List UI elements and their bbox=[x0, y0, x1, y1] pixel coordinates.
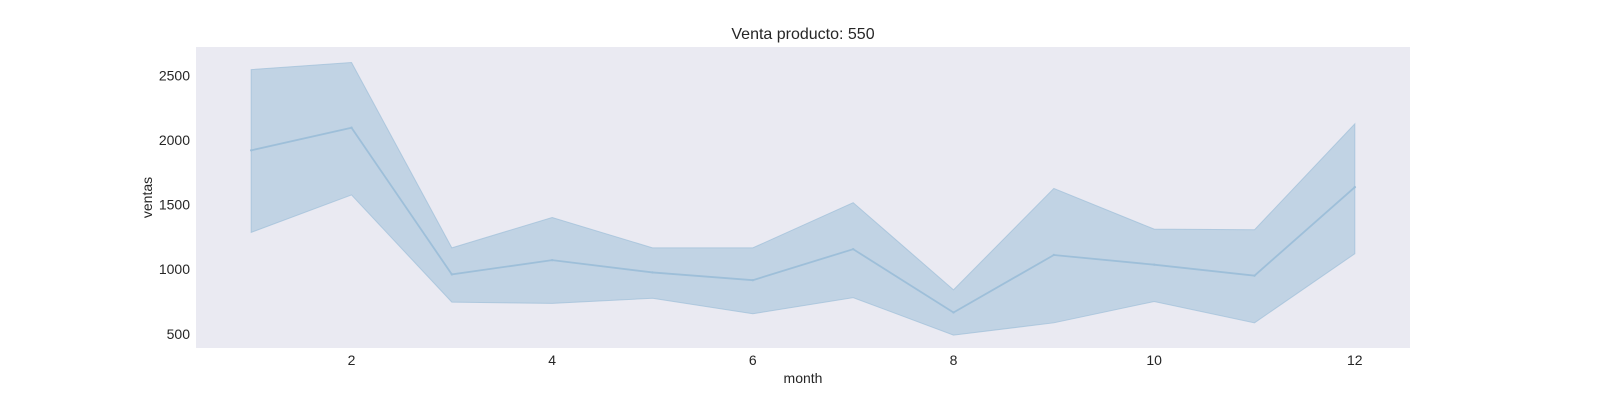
y-tick-label: 2000 bbox=[159, 132, 190, 148]
y-tick-label: 500 bbox=[167, 326, 191, 342]
y-axis-label: ventas bbox=[139, 177, 155, 218]
x-tick-label: 2 bbox=[348, 352, 356, 368]
data-point bbox=[1253, 274, 1256, 277]
y-tick-label: 2500 bbox=[159, 67, 190, 83]
data-point bbox=[751, 278, 755, 282]
chart-title: Venta producto: 550 bbox=[731, 26, 874, 43]
y-tick-label: 1000 bbox=[159, 261, 190, 277]
data-point bbox=[450, 273, 454, 276]
series-line bbox=[250, 126, 1356, 314]
data-point bbox=[651, 271, 654, 274]
x-tick-label: 12 bbox=[1347, 352, 1363, 368]
data-point bbox=[1052, 253, 1056, 257]
confidence-band bbox=[250, 61, 1356, 336]
y-tick-label: 1500 bbox=[159, 197, 190, 213]
x-tick-label: 6 bbox=[749, 352, 757, 368]
x-tick-label: 8 bbox=[950, 352, 958, 368]
x-tick-label: 10 bbox=[1146, 352, 1162, 368]
data-point bbox=[249, 149, 253, 152]
x-axis-label: month bbox=[784, 370, 823, 386]
data-point bbox=[851, 247, 855, 251]
data-point bbox=[1353, 185, 1357, 189]
x-tick-label: 4 bbox=[548, 352, 556, 368]
data-point bbox=[952, 311, 955, 314]
data-point bbox=[350, 126, 353, 129]
data-point bbox=[550, 258, 554, 262]
data-point bbox=[1152, 263, 1156, 266]
